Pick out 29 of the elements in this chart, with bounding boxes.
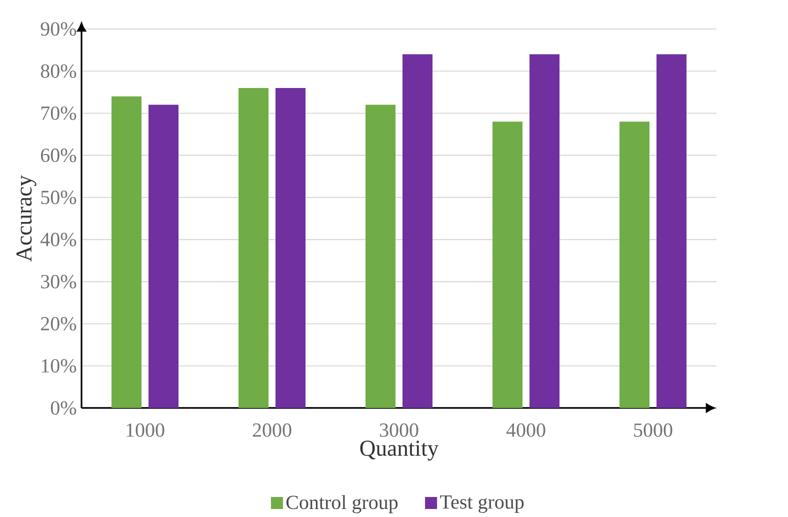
x-axis-title: Quantity [360,440,439,461]
bar [402,54,433,408]
y-tick-label: 40% [40,232,76,246]
y-tick-label: 70% [41,106,76,120]
bar [238,88,269,408]
y-tick-label: 0% [50,401,76,415]
y-tick-label: 20% [41,316,76,331]
x-tick-label: 2000 [252,423,292,437]
x-tick-label: 5000 [634,423,672,437]
bar [656,54,686,408]
bar [148,104,179,408]
y-tick-label: 80% [40,64,76,78]
y-tick-label: 50% [41,190,76,204]
y-tick-label: 10% [42,359,76,373]
y-tick-label: 90% [40,22,76,36]
x-tick-label: 1000 [126,423,164,437]
bar [530,54,560,408]
bar [112,96,142,408]
bar [276,88,306,408]
y-tick-label: 60% [40,148,76,162]
bar [492,122,522,408]
legend-label: Control group [286,495,398,514]
bar [620,122,650,408]
x-tick-label: 4000 [506,423,546,437]
x-tick-label: 3000 [380,423,418,437]
y-tick-label: 30% [41,274,76,288]
legend-label: Test group [440,495,524,513]
bar [366,104,396,408]
y-axis-title: Accuracy [16,175,36,262]
